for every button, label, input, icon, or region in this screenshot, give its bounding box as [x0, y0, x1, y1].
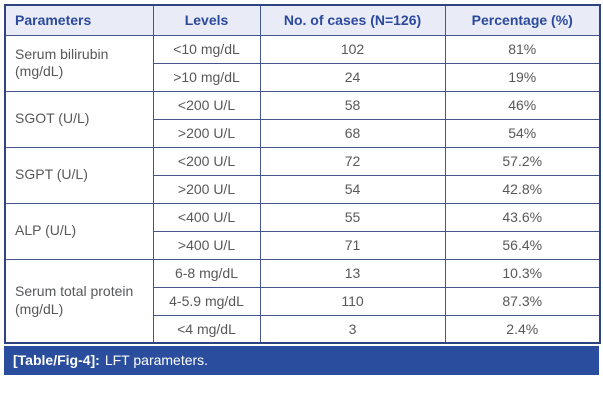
table-row: >200 U/L 68 54%	[5, 118, 601, 148]
caption-text: LFT parameters.	[104, 352, 209, 368]
cases-cell: 24	[259, 62, 446, 92]
col-header-parameters: Parameters	[4, 4, 154, 36]
parameter-cell-alp: ALP (U/L)	[4, 202, 154, 260]
level-cell: <10 mg/dL	[152, 34, 261, 64]
cases-cell: 110	[259, 286, 446, 316]
table-row: 4-5.9 mg/dL 110 87.3%	[5, 286, 601, 316]
table-row: <4 mg/dL 3 2.4%	[5, 314, 601, 344]
level-cell: <4 mg/dL	[152, 314, 261, 344]
col-header-percentage: Percentage (%)	[444, 4, 601, 36]
percentage-cell: 81%	[444, 34, 601, 64]
table-row: Serum bilirubin (mg/dL) <10 mg/dL 102 81…	[4, 34, 601, 92]
parameter-cell-serum-bilirubin: Serum bilirubin (mg/dL)	[4, 34, 154, 92]
level-cell: >200 U/L	[152, 174, 261, 204]
cases-cell: 3	[259, 314, 446, 344]
percentage-cell: 43.6%	[444, 202, 601, 232]
percentage-cell: 87.3%	[444, 286, 601, 316]
percentage-cell: 56.4%	[444, 230, 601, 260]
cases-cell: 102	[259, 34, 446, 64]
caption-label: [Table/Fig-4]:	[13, 352, 100, 368]
table-row: >200 U/L 54 42.8%	[5, 174, 601, 204]
level-cell: <400 U/L	[152, 202, 261, 232]
level-cell: >400 U/L	[152, 230, 261, 260]
cases-cell: 58	[259, 90, 446, 120]
col-header-cases: No. of cases (N=126)	[259, 4, 446, 36]
percentage-cell: 46%	[444, 90, 601, 120]
percentage-cell: 42.8%	[444, 174, 601, 204]
cases-cell: 71	[259, 230, 446, 260]
level-cell: <200 U/L	[152, 90, 261, 120]
lft-parameters-table: Parameters Levels No. of cases (N=126) P…	[4, 4, 601, 344]
table-row: SGOT (U/L) <200 U/L 58 46%	[4, 90, 601, 148]
cases-cell: 13	[259, 258, 446, 288]
parameter-cell-serum-total-protein: Serum total protein (mg/dL)	[4, 258, 154, 344]
level-cell: <200 U/L	[152, 146, 261, 176]
table-row: >400 U/L 71 56.4%	[5, 230, 601, 260]
table-caption: [Table/Fig-4]: LFT parameters.	[4, 346, 599, 375]
parameter-cell-sgot: SGOT (U/L)	[4, 90, 154, 148]
table-row: >10 mg/dL 24 19%	[5, 62, 601, 92]
table-row: Serum total protein (mg/dL) 6-8 mg/dL 13…	[4, 258, 601, 344]
level-cell: 6-8 mg/dL	[152, 258, 261, 288]
percentage-cell: 2.4%	[444, 314, 601, 344]
percentage-cell: 54%	[444, 118, 601, 148]
table-figure: Parameters Levels No. of cases (N=126) P…	[4, 4, 601, 375]
cases-cell: 68	[259, 118, 446, 148]
level-cell: 4-5.9 mg/dL	[152, 286, 261, 316]
cases-cell: 55	[259, 202, 446, 232]
percentage-cell: 57.2%	[444, 146, 601, 176]
parameter-cell-sgpt: SGPT (U/L)	[4, 146, 154, 204]
level-cell: >10 mg/dL	[152, 62, 261, 92]
cases-cell: 72	[259, 146, 446, 176]
cases-cell: 54	[259, 174, 446, 204]
table-row: SGPT (U/L) <200 U/L 72 57.2%	[4, 146, 601, 204]
table-header-row: Parameters Levels No. of cases (N=126) P…	[4, 4, 601, 36]
percentage-cell: 10.3%	[444, 258, 601, 288]
table-row: ALP (U/L) <400 U/L 55 43.6%	[4, 202, 601, 260]
level-cell: >200 U/L	[152, 118, 261, 148]
col-header-levels: Levels	[152, 4, 261, 36]
percentage-cell: 19%	[444, 62, 601, 92]
